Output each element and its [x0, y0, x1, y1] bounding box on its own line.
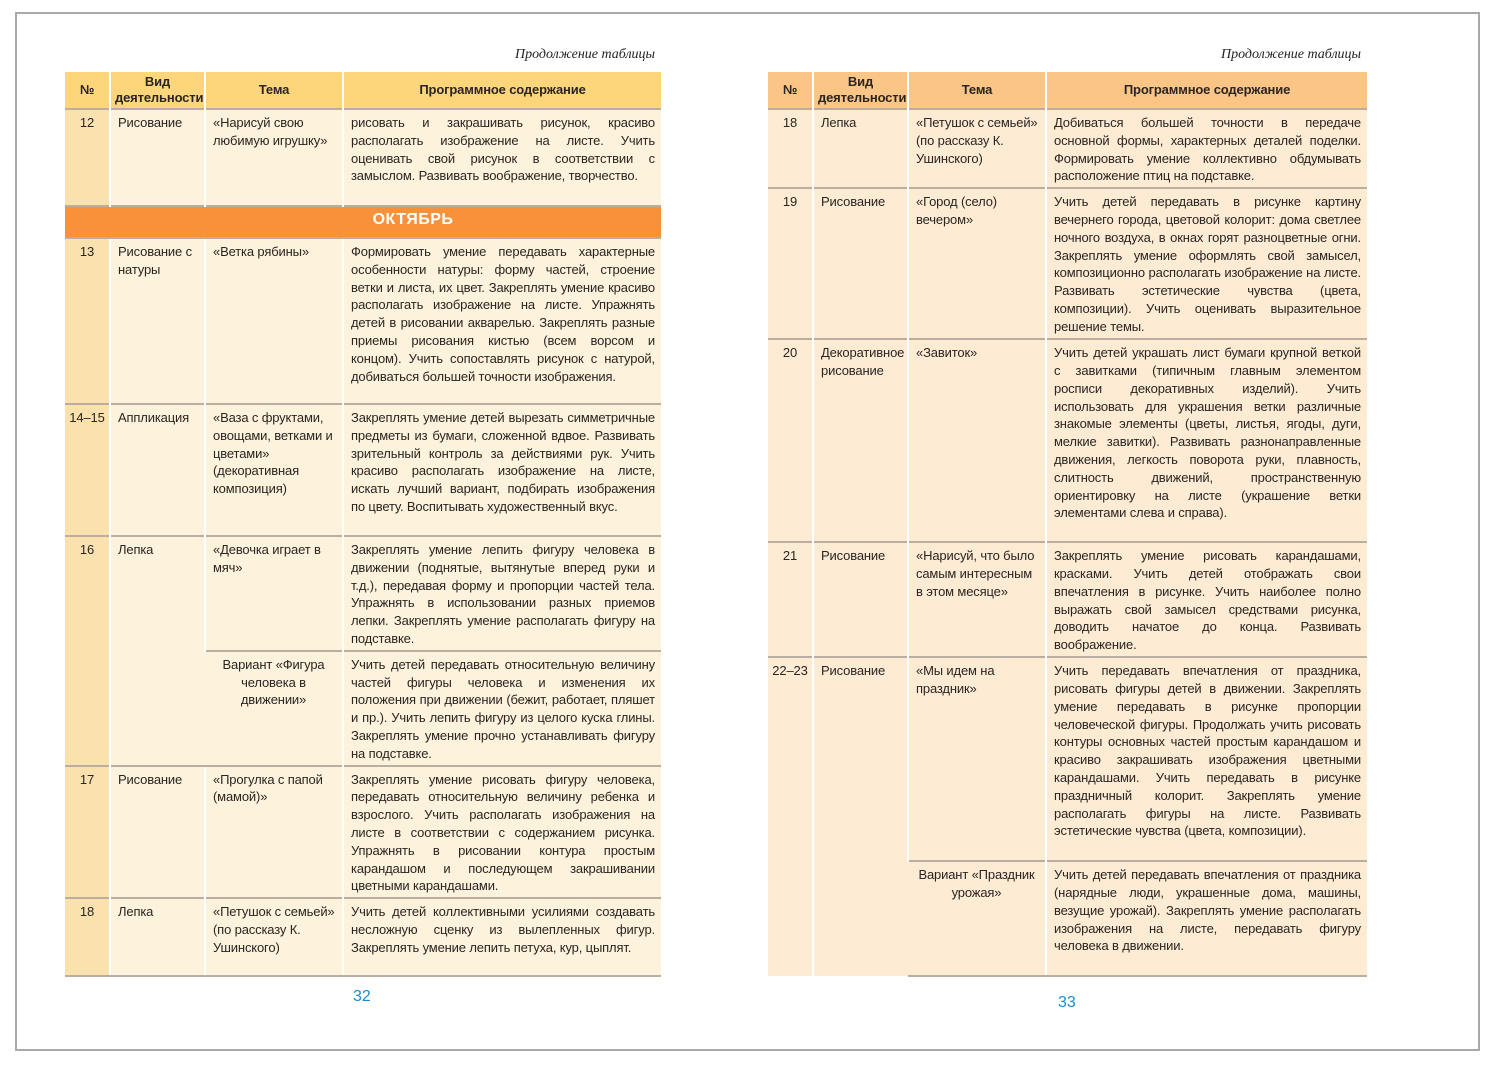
- row-content: Учить детей коллективными усилиями созда…: [342, 897, 661, 978]
- row-topic: «Ваза с фруктами, овощами, ветками и цве…: [204, 403, 343, 536]
- table-row-variant: Вариант «Праздник урожая» Учить детей пе…: [768, 860, 1367, 978]
- row-activity: Аппликация: [109, 403, 205, 536]
- page-number-right: 33: [1058, 994, 1076, 1011]
- row-topic: «Ветка рябины»: [204, 237, 343, 404]
- row-topic: «Город (село) вечером»: [907, 187, 1046, 340]
- table-row: 20 Декоративное рисование «Завиток» Учит…: [768, 338, 1367, 543]
- month-bar: ОКТЯБРЬ: [65, 205, 661, 238]
- table-header: № Вид деятельности Тема Программное соде…: [65, 72, 661, 109]
- row-topic: «Петушок с семьей» (по рассказу К. Ушинс…: [204, 897, 343, 978]
- row-num: 17: [65, 764, 110, 899]
- month-label: ОКТЯБРЬ: [372, 211, 454, 228]
- table-row: 19 Рисование «Город (село) вечером» Учит…: [768, 187, 1367, 340]
- row-content: Учить передавать впечатления от праздник…: [1045, 656, 1367, 862]
- variant-content: Учить детей передавать впечатления от пр…: [1045, 860, 1367, 978]
- row-activity: Рисование: [812, 541, 908, 658]
- row-num: 21: [768, 541, 813, 658]
- header-num: №: [65, 72, 110, 109]
- row-activity: Рисование: [109, 764, 205, 899]
- table-header: № Вид деятельности Тема Программное соде…: [768, 72, 1367, 109]
- row-topic: «Прогулка с папой (мамой)»: [204, 764, 343, 899]
- row-content: Добиваться большей точности в передаче о…: [1045, 107, 1367, 189]
- row-num: 20: [768, 338, 813, 543]
- continuation-label: Продолжение таблицы: [515, 47, 656, 62]
- row-content: Закреплять умение рисовать фигуру челове…: [342, 764, 661, 899]
- row-num: 16: [65, 535, 110, 766]
- row-activity: Рисование: [812, 187, 908, 340]
- continuation-label: Продолжение таблицы: [1221, 47, 1362, 62]
- table-row: 13 Рисование с натуры «Ветка рябины» Фор…: [65, 237, 661, 404]
- row-content: рисовать и закрашивать рисунок, красиво …: [342, 108, 661, 206]
- row-content: Учить детей украшать лист бумаги крупной…: [1045, 338, 1367, 543]
- row-num: 22–23: [768, 656, 813, 977]
- row-topic: «Нарисуй свою любимую игрушку»: [204, 108, 343, 206]
- table-row: 21 Рисование «Нарисуй, что было самым ин…: [768, 541, 1367, 658]
- header-activity: Вид деятельности: [812, 72, 908, 109]
- row-num: 18: [65, 897, 110, 978]
- row-topic: «Завиток»: [907, 338, 1046, 543]
- row-num: 13: [65, 237, 110, 404]
- table-row: 18 Лепка «Петушок с семьей» (по рассказу…: [768, 107, 1367, 189]
- row-topic: «Мы идем на праздник»: [907, 656, 1046, 862]
- header-topic: Тема: [907, 72, 1046, 109]
- table-row: 14–15 Аппликация «Ваза с фруктами, овоща…: [65, 403, 661, 536]
- header-content: Программное содержание: [1045, 72, 1367, 109]
- row-topic: «Девочка играет в мяч»: [204, 535, 343, 651]
- row-activity: Рисование: [109, 108, 205, 206]
- row-activity: Декоративное рисование: [812, 338, 908, 543]
- row-activity: Лепка: [812, 107, 908, 189]
- spread-frame: [15, 12, 1480, 1051]
- row-activity: Рисование: [812, 656, 908, 977]
- row-activity: Лепка: [109, 535, 205, 766]
- variant-topic: Вариант «Фигура человека в движении»: [205, 649, 343, 766]
- variant-content: Учить детей передавать относительную вел…: [342, 649, 661, 766]
- table-row-variant: Вариант «Фигура человека в движении» Учи…: [65, 649, 661, 766]
- page-number-left: 32: [353, 988, 371, 1005]
- header-topic: Тема: [204, 72, 343, 109]
- table-row: 18 Лепка «Петушок с семьей» (по рассказу…: [65, 897, 661, 978]
- row-content: Закреплять умение лепить фигуру человека…: [342, 535, 661, 651]
- program-table-right: № Вид деятельности Тема Программное соде…: [768, 72, 1367, 978]
- row-num: 12: [65, 108, 110, 206]
- table-row: 12 Рисование «Нарисуй свою любимую игруш…: [65, 108, 661, 206]
- row-content: Учить детей передавать в рисунке картину…: [1045, 187, 1367, 340]
- row-content: Формировать умение передавать характерны…: [342, 237, 661, 404]
- table-row: 16 Лепка «Девочка играет в мяч» Закрепля…: [65, 535, 661, 766]
- row-content: Закреплять умение детей вырезать симметр…: [342, 403, 661, 536]
- table-row: 17 Рисование «Прогулка с папой (мамой)» …: [65, 764, 661, 899]
- row-num: 18: [768, 107, 813, 189]
- row-topic: «Петушок с семьей» (по рассказу К. Ушинс…: [907, 107, 1046, 189]
- row-num: 19: [768, 187, 813, 340]
- row-content: Закреплять умение рисовать карандашами, …: [1045, 541, 1367, 658]
- header-num: №: [768, 72, 813, 109]
- row-activity: Рисование с натуры: [109, 237, 205, 404]
- header-activity: Вид деятельности: [109, 72, 205, 109]
- header-content: Программное содержание: [342, 72, 661, 109]
- row-num: 14–15: [65, 403, 110, 536]
- program-table-left: № Вид деятельности Тема Программное соде…: [65, 72, 661, 978]
- row-topic: «Нарисуй, что было самым интересным в эт…: [907, 541, 1046, 658]
- row-activity: Лепка: [109, 897, 205, 978]
- table-row: 22–23 Рисование «Мы идем на праздник» Уч…: [768, 656, 1367, 977]
- variant-topic: Вариант «Праздник урожая»: [908, 860, 1046, 978]
